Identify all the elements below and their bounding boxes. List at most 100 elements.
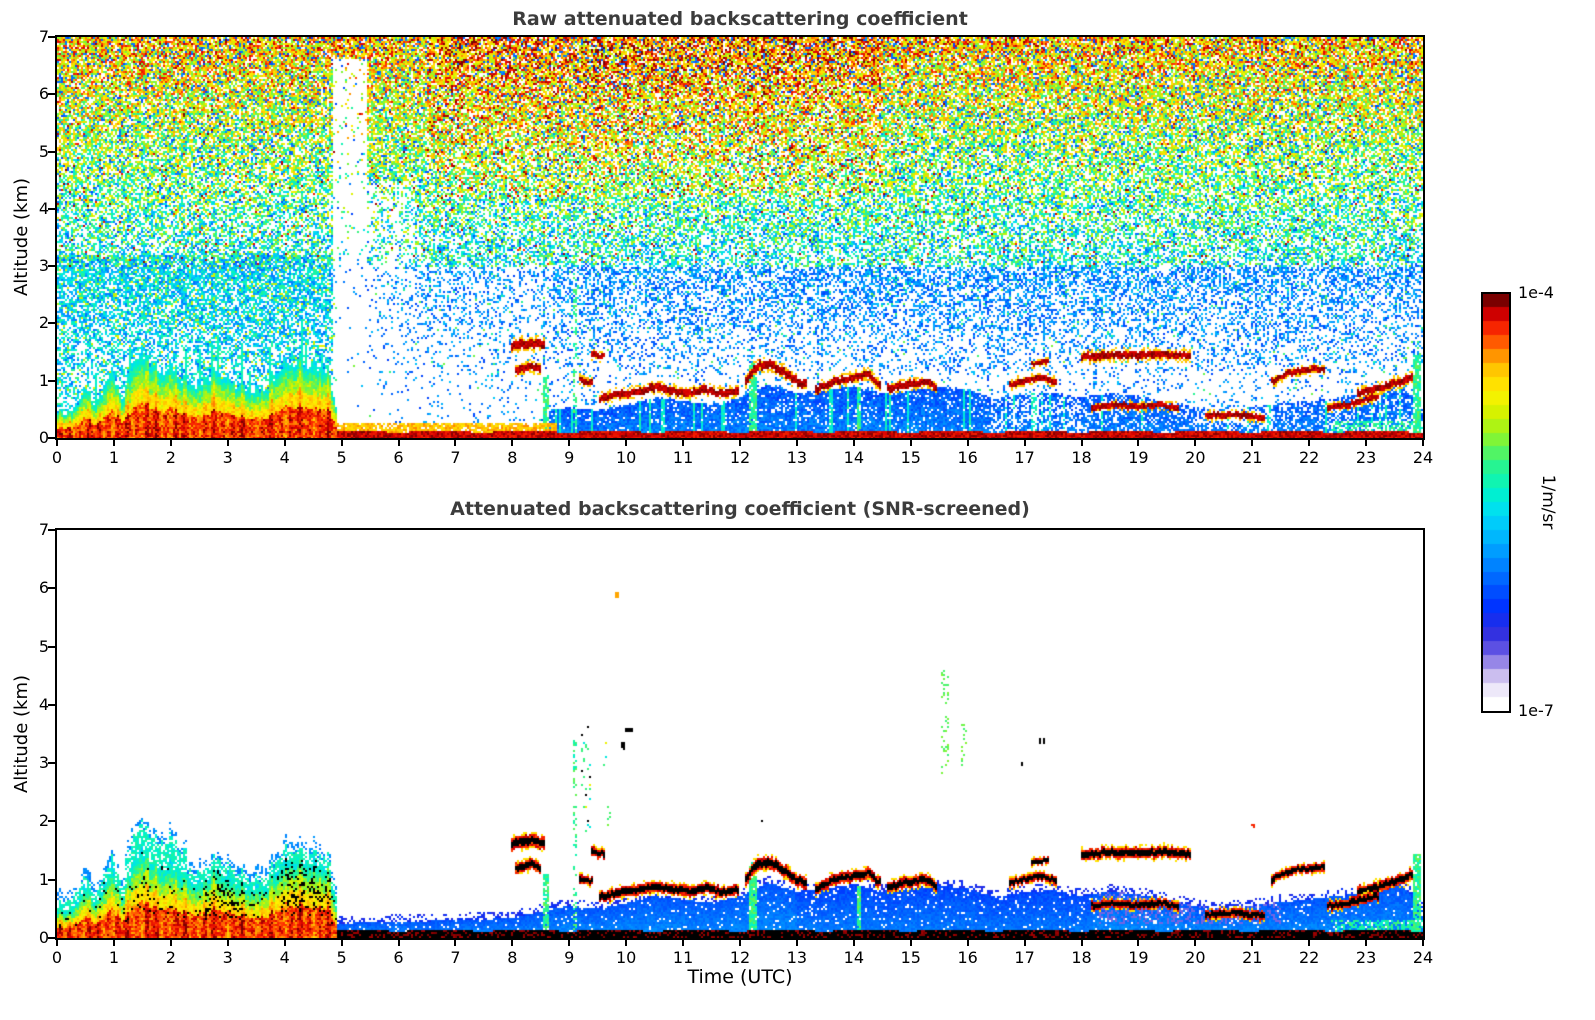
x-tick-mark — [169, 940, 172, 946]
y-tick-mark — [48, 207, 55, 210]
x-tick-label: 14 — [843, 948, 864, 967]
x-tick-label: 9 — [564, 448, 575, 467]
x-tick-mark — [795, 440, 798, 446]
x-tick-label: 23 — [1355, 948, 1377, 967]
x-tick-mark — [56, 440, 58, 446]
x-tick-mark — [1137, 940, 1140, 946]
y-tick-mark — [48, 937, 55, 939]
x-tick-mark — [1194, 440, 1197, 446]
y-tick-label: 0 — [38, 928, 49, 947]
x-tick-mark — [795, 940, 798, 946]
x-tick-label: 5 — [336, 948, 347, 967]
y-tick-mark — [48, 645, 55, 648]
x-tick-label: 7 — [450, 948, 461, 967]
y-tick-mark — [48, 587, 55, 590]
y-tick-mark — [48, 36, 55, 38]
x-tick-mark — [1365, 940, 1368, 946]
x-tick-label: 9 — [564, 948, 575, 967]
x-tick-label: 10 — [615, 948, 637, 967]
y-tick-mark — [48, 878, 55, 881]
y-tick-label: 2 — [38, 313, 49, 333]
y-tick-mark — [48, 150, 55, 153]
y-tick-label: 5 — [38, 636, 49, 656]
x-tick-mark — [1194, 940, 1197, 946]
x-tick-label: 21 — [1242, 448, 1263, 467]
x-tick-mark — [1422, 440, 1424, 446]
x-tick-mark — [112, 440, 115, 446]
x-tick-mark — [340, 940, 343, 946]
x-tick-mark — [397, 940, 400, 946]
x-tick-mark — [568, 440, 571, 446]
panel2-title: Attenuated backscattering coefficient (S… — [450, 498, 1030, 520]
x-tick-mark — [1251, 940, 1254, 946]
x-tick-mark — [1137, 440, 1140, 446]
x-tick-label: 12 — [729, 948, 751, 967]
x-tick-mark — [1308, 940, 1311, 946]
panel1-plot-area — [55, 35, 1425, 440]
panel2-plot-area — [55, 528, 1425, 940]
panel1-heatmap — [57, 37, 1423, 438]
x-tick-mark — [568, 940, 571, 946]
x-tick-label: 20 — [1185, 448, 1206, 467]
x-tick-label: 19 — [1128, 948, 1149, 967]
y-tick-mark — [48, 820, 55, 823]
colorbar — [1481, 292, 1511, 713]
x-tick-label: 2 — [165, 448, 176, 467]
x-tick-mark — [625, 440, 628, 446]
x-tick-mark — [682, 440, 685, 446]
x-tick-mark — [283, 440, 286, 446]
colorbar-gradient — [1483, 294, 1509, 711]
x-tick-label: 16 — [957, 948, 978, 967]
y-tick-label: 4 — [38, 694, 49, 714]
x-tick-mark — [682, 940, 685, 946]
y-tick-label: 2 — [38, 811, 49, 831]
panel1-title: Raw attenuated backscattering coefficien… — [512, 8, 968, 30]
x-tick-label: 1 — [108, 448, 119, 467]
y-tick-label: 3 — [38, 753, 49, 773]
x-tick-mark — [1251, 440, 1254, 446]
x-tick-mark — [739, 440, 741, 446]
y-tick-label: 1 — [38, 869, 49, 889]
x-tick-mark — [169, 440, 172, 446]
x-tick-label: 4 — [279, 448, 290, 467]
x-tick-mark — [1422, 940, 1424, 946]
x-tick-label: 5 — [336, 448, 347, 467]
x-tick-mark — [1080, 440, 1083, 446]
x-tick-label: 23 — [1355, 448, 1377, 467]
y-tick-label: 7 — [38, 520, 49, 539]
x-tick-mark — [909, 940, 912, 946]
x-tick-label: 0 — [51, 448, 63, 467]
y-tick-label: 4 — [38, 198, 49, 218]
x-tick-label: 21 — [1242, 948, 1263, 967]
y-tick-mark — [48, 93, 55, 96]
x-tick-mark — [397, 440, 400, 446]
x-tick-label: 24 — [1412, 948, 1434, 967]
x-tick-label: 15 — [900, 448, 921, 467]
y-tick-mark — [48, 529, 55, 531]
x-tick-mark — [1365, 440, 1368, 446]
x-tick-label: 6 — [393, 948, 404, 967]
x-tick-mark — [454, 940, 457, 946]
x-tick-label: 1 — [108, 948, 119, 967]
x-tick-label: 6 — [393, 448, 404, 467]
x-tick-label: 8 — [507, 948, 518, 967]
colorbar-units-label: 1/m/sr — [1538, 474, 1558, 530]
x-tick-label: 12 — [729, 448, 751, 467]
x-tick-mark — [112, 940, 115, 946]
x-tick-mark — [909, 440, 912, 446]
x-tick-mark — [454, 440, 457, 446]
x-tick-label: 19 — [1128, 448, 1149, 467]
y-tick-label: 5 — [38, 141, 49, 161]
y-tick-mark — [48, 265, 55, 268]
x-tick-label: 14 — [843, 448, 864, 467]
x-tick-mark — [226, 940, 229, 946]
y-tick-label: 6 — [38, 578, 49, 598]
x-tick-label: 17 — [1014, 948, 1035, 967]
x-tick-label: 18 — [1071, 948, 1092, 967]
x-tick-mark — [739, 940, 741, 946]
x-tick-label: 7 — [450, 448, 461, 467]
y-tick-mark — [48, 762, 55, 765]
x-tick-label: 3 — [222, 948, 233, 967]
y-tick-label: 3 — [38, 256, 49, 276]
y-tick-label: 0 — [38, 428, 49, 447]
